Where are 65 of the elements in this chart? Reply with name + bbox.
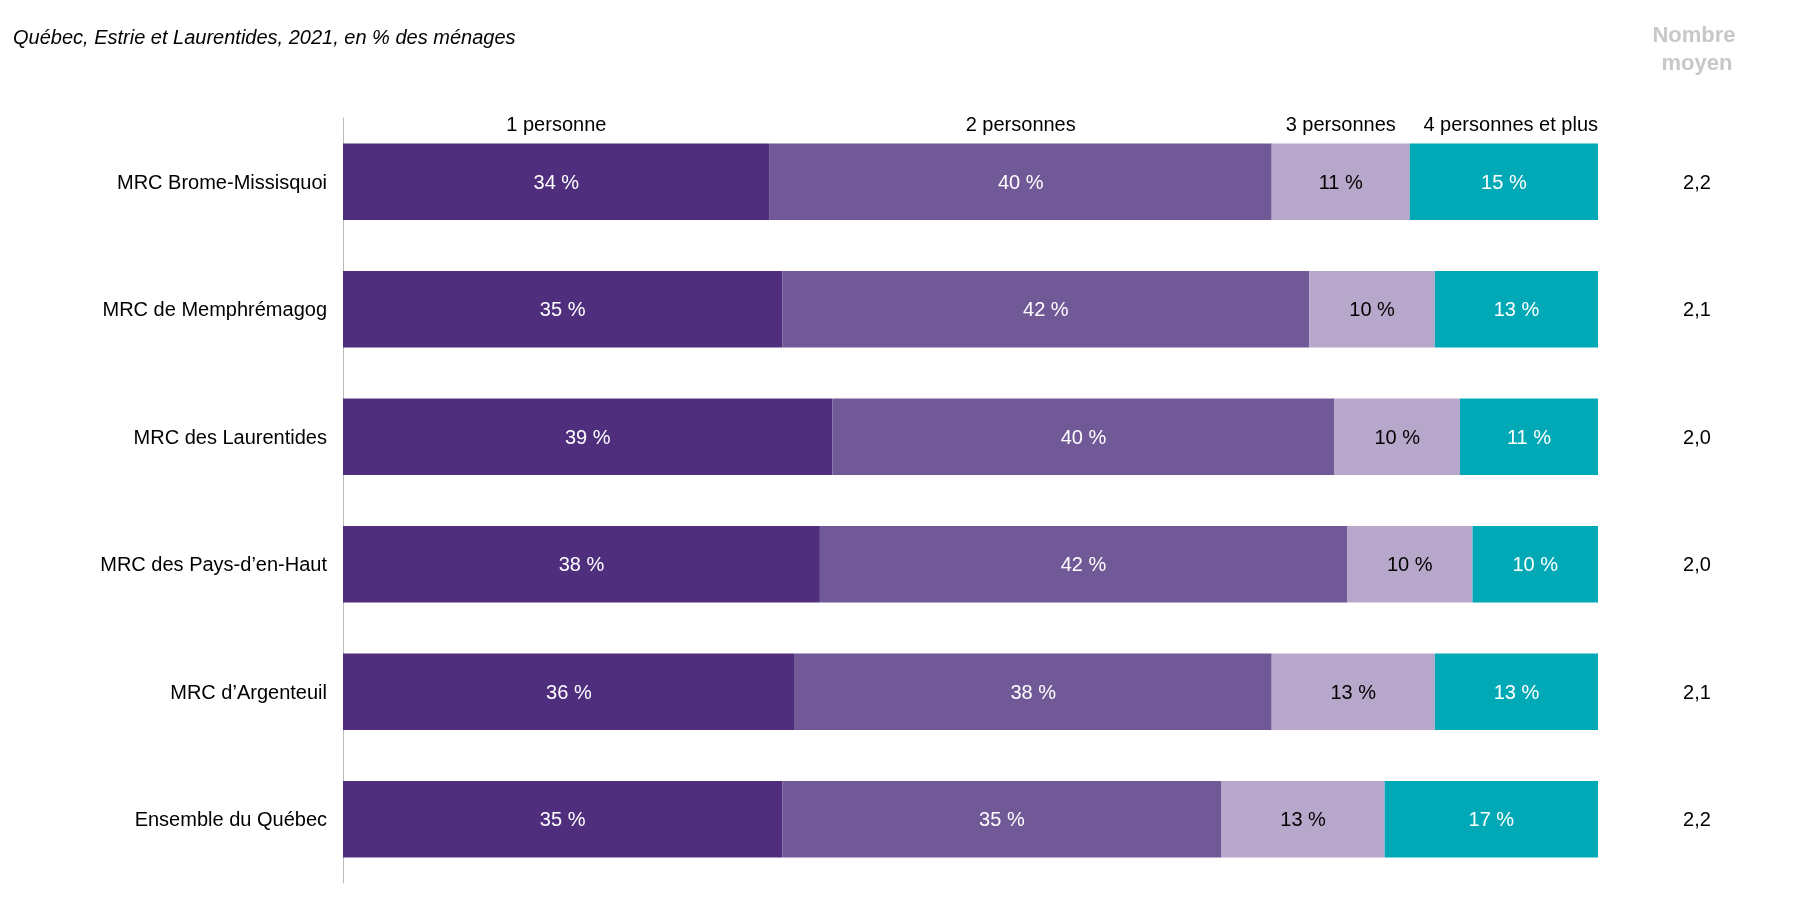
data-label: 13 % — [1330, 680, 1377, 703]
y-tick-label: MRC de Memphrémagog — [102, 298, 327, 321]
data-label: 13 % — [1493, 298, 1540, 321]
bar — [1459, 398, 1598, 475]
data-label: 10 % — [1349, 298, 1396, 321]
bar — [794, 653, 1272, 730]
bar — [1434, 653, 1598, 730]
data-label: 38 % — [1010, 680, 1057, 703]
bar — [1271, 143, 1410, 220]
data-label: 13 % — [1280, 808, 1327, 831]
bar — [343, 653, 795, 730]
bar — [1472, 526, 1598, 603]
bar — [1384, 781, 1598, 858]
data-label: 42 % — [1023, 298, 1069, 321]
data-label: 17 % — [1468, 808, 1515, 831]
data-label: 36 % — [546, 680, 592, 703]
chart-title: Québec, Estrie et Laurentides, 2021, en % des ménages — [13, 26, 516, 48]
bar — [819, 526, 1347, 603]
bar — [343, 271, 783, 348]
series-label: 3 personnes — [1285, 112, 1396, 135]
bar — [769, 143, 1272, 220]
bar — [343, 398, 833, 475]
bar — [1334, 398, 1460, 475]
text: 2,0 — [1683, 553, 1711, 576]
data-label: 35 % — [979, 808, 1025, 831]
data-label: 35 % — [539, 808, 586, 831]
series-label: 4 personnes et plus — [1423, 112, 1598, 135]
data-label: 39 % — [564, 425, 611, 448]
bar — [782, 781, 1222, 858]
series-label: 1 personne — [506, 112, 607, 135]
data-label: 10 % — [1512, 553, 1559, 576]
bar — [1309, 271, 1435, 348]
text: 2,2 — [1683, 808, 1711, 831]
y-tick-label: MRC Brome-Missisquoi — [116, 170, 327, 193]
bar — [1271, 653, 1435, 730]
series-label: 2 personnes — [965, 112, 1076, 135]
bar — [343, 526, 820, 603]
y-tick-label: MRC des Laurentides — [133, 425, 327, 448]
data-label: 40 % — [1060, 425, 1107, 448]
text: 2,2 — [1683, 170, 1711, 193]
data-label: 42 % — [1060, 553, 1107, 576]
bar — [832, 398, 1335, 475]
data-label: 11 % — [1318, 170, 1363, 193]
bar — [1434, 271, 1598, 348]
data-label: 11 % — [1506, 425, 1552, 448]
data-label: 35 % — [539, 298, 586, 321]
text: 2,0 — [1683, 425, 1711, 448]
bar — [343, 143, 770, 220]
text: 2,1 — [1683, 298, 1711, 321]
bar — [1409, 143, 1598, 220]
bar — [1347, 526, 1473, 603]
data-label: 15 % — [1481, 170, 1527, 193]
data-label: 34 % — [533, 170, 580, 193]
bar — [343, 781, 783, 858]
text: 2,1 — [1683, 680, 1711, 703]
bar — [1221, 781, 1385, 858]
data-label: 38 % — [558, 553, 605, 576]
data-label: 13 % — [1493, 680, 1540, 703]
data-label: 40 % — [997, 170, 1044, 193]
y-tick-label: MRC des Pays-d’en-Haut — [100, 553, 328, 576]
data-label: 10 % — [1386, 553, 1433, 576]
y-tick-label: Ensemble du Québec — [134, 808, 327, 831]
data-label: 10 % — [1374, 425, 1421, 448]
bar — [782, 271, 1310, 348]
y-tick-label: MRC d’Argenteuil — [170, 680, 327, 703]
